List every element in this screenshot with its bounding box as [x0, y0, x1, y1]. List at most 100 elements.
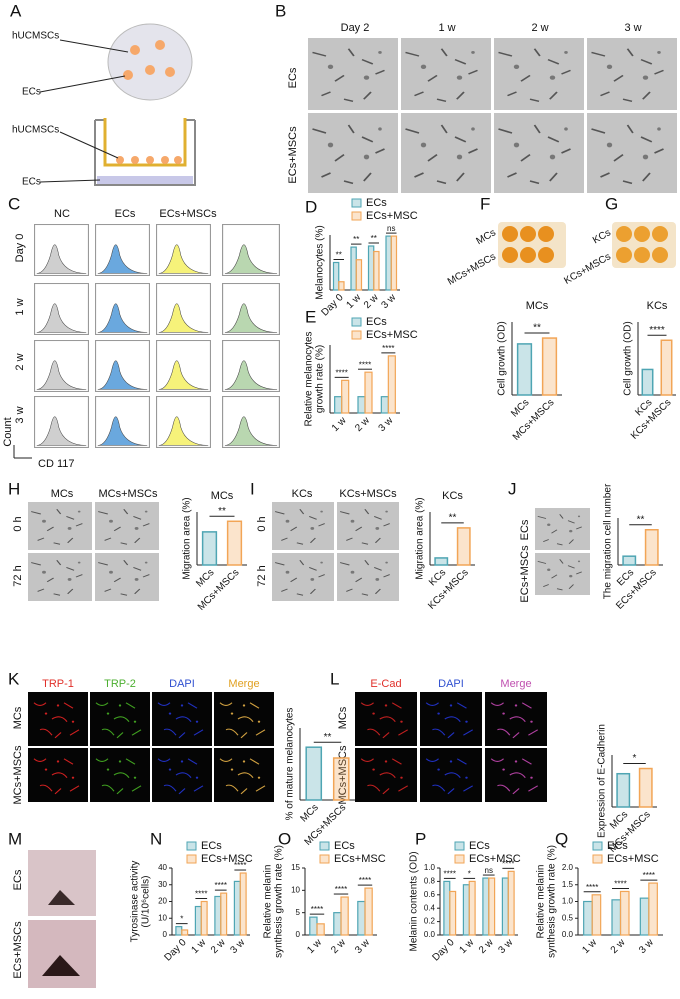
significance: ****	[234, 861, 246, 870]
y-tick-label: 0.6	[424, 890, 436, 899]
y-axis-label: Expression of E-Cadherin	[597, 724, 608, 838]
x-tick-label: 2 w	[353, 415, 372, 434]
panel-letter: B	[275, 1, 286, 20]
legend-label: ECs+MSC	[201, 853, 253, 865]
row-label: Day 0	[14, 234, 26, 263]
x-tick-label: MCs	[298, 802, 320, 824]
cell	[155, 40, 165, 50]
panel-l: E-Cad DAPI Merge MCs MCs+MSCs	[337, 678, 547, 804]
bar	[309, 916, 318, 936]
column-label: 2 w	[531, 22, 548, 34]
panel-letter: D	[305, 197, 317, 216]
x-tick-label: 2 w	[362, 292, 381, 311]
significance: **	[218, 506, 226, 517]
bar	[443, 880, 451, 936]
row-label: ECs	[287, 67, 299, 88]
bar	[305, 746, 323, 801]
column-label: 1 w	[438, 22, 455, 34]
column-label: TRP-1	[42, 678, 74, 690]
column-label: Day 2	[341, 22, 370, 34]
micrograph	[494, 113, 584, 193]
panel-letter: E	[305, 307, 316, 326]
bar	[334, 396, 343, 414]
bar	[380, 396, 389, 414]
y-axis-label: Melanocytes (%)	[315, 225, 326, 299]
insert	[103, 118, 187, 167]
legend-swatch	[351, 317, 362, 327]
micrograph	[272, 502, 334, 550]
histogram	[222, 224, 280, 276]
x-tick-label: 2 w	[477, 937, 496, 956]
charts: Melanocytes (%)Day 01 w2 w3 w**** **nsECs…	[130, 197, 676, 964]
y-axis-label: The migration cell number	[603, 483, 614, 599]
histogram	[95, 340, 150, 392]
axis-label: CD 117	[38, 458, 74, 470]
legend-label: ECs+MSC	[469, 853, 521, 865]
panel-a: hUCMSCs ECs hUCMSCs ECs	[12, 23, 196, 188]
histogram	[222, 340, 280, 392]
y-axis-label: Cell growth (OD)	[623, 321, 634, 395]
row-label: KCs+MSCs	[562, 251, 612, 287]
bar	[181, 929, 189, 936]
panel-letter: A	[10, 1, 22, 20]
bar	[175, 926, 183, 936]
histogram	[156, 396, 211, 448]
significance: ****	[215, 881, 227, 890]
bar	[644, 529, 659, 566]
legend-swatch	[592, 854, 603, 864]
bar	[385, 235, 392, 291]
x-tick-label: MCs	[509, 397, 531, 419]
micrograph	[95, 502, 159, 550]
y-tick-label: 0.0	[424, 930, 436, 939]
bar	[338, 281, 345, 291]
pellet	[42, 955, 80, 976]
column-label: Merge	[228, 678, 259, 690]
micrograph	[401, 113, 491, 193]
legend-label: ECs+MSC	[366, 210, 418, 222]
fluorescence	[485, 748, 547, 802]
label: hUCMSCs	[12, 31, 59, 42]
fluorescence	[152, 748, 212, 802]
micrograph	[535, 508, 590, 550]
fluorescence	[152, 692, 212, 746]
row-label: ECs+MSCs	[519, 545, 531, 603]
x-tick-label: 2 w	[609, 937, 628, 956]
bar	[482, 877, 490, 936]
panel-letter: O	[278, 829, 291, 848]
column-label: E-Cad	[370, 678, 401, 690]
significance: **	[637, 514, 645, 525]
legend-label: ECs+MSC	[334, 853, 386, 865]
bar	[357, 900, 366, 936]
column-label: MCs+MSCs	[99, 488, 158, 500]
bar	[350, 246, 357, 291]
micrograph	[337, 502, 399, 550]
x-tick-label: 1 w	[457, 937, 476, 956]
row-label: 72 h	[12, 565, 24, 586]
label: ECs	[22, 87, 41, 98]
bar	[616, 772, 631, 808]
y-axis-label: Relative melanin	[263, 865, 274, 939]
x-tick-label: 3 w	[377, 415, 396, 434]
y-tick-label: 10	[158, 913, 167, 922]
tube-photo	[28, 920, 96, 988]
x-tick-label: MCs	[194, 567, 216, 589]
bar	[639, 897, 650, 936]
bar	[233, 880, 241, 936]
row-label: MCs	[475, 227, 498, 247]
significance: ns	[387, 224, 395, 233]
x-tick-label: Day 0	[162, 937, 189, 964]
y-tick-label: 0.0	[562, 930, 574, 939]
bar	[340, 896, 349, 936]
panel-letter: C	[8, 194, 20, 213]
bar	[611, 899, 622, 936]
y-tick-label: 40	[158, 863, 167, 872]
column-label: Merge	[500, 678, 531, 690]
micrograph	[308, 38, 398, 110]
bar	[333, 912, 342, 936]
legend-label: ECs	[607, 840, 628, 852]
row-label: MCs	[12, 706, 24, 729]
tube-photo	[28, 850, 96, 916]
bar	[641, 368, 654, 396]
legend-swatch	[454, 841, 465, 851]
